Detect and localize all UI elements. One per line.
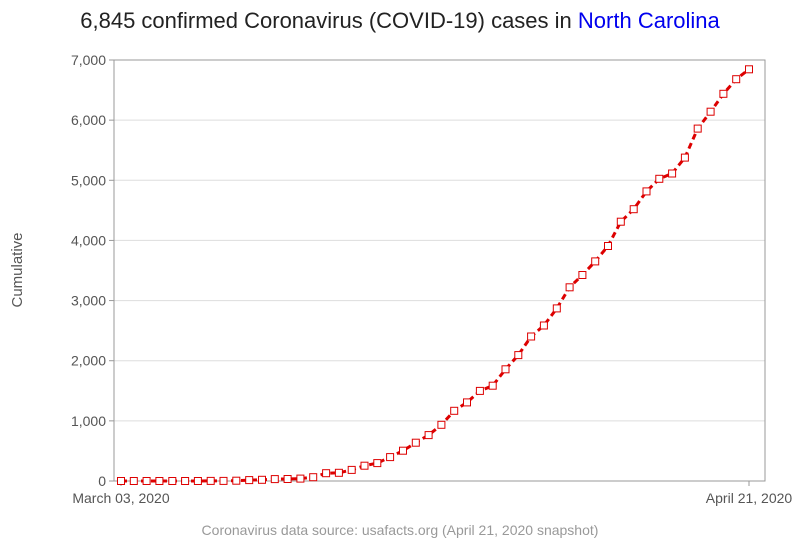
- data-point: [668, 169, 677, 178]
- y-tick-label: 1,000: [71, 413, 106, 429]
- data-point: [386, 453, 395, 462]
- data-point: [399, 446, 407, 455]
- data-point: [309, 473, 318, 482]
- series-line: [121, 68, 750, 483]
- data-point: [565, 283, 574, 292]
- data-point: [142, 477, 151, 485]
- y-tick-label: 2,000: [71, 353, 106, 369]
- data-point: [334, 468, 343, 477]
- data-point: [181, 477, 190, 485]
- data-point: [475, 386, 484, 395]
- source-note: Coronavirus data source: usafacts.org (A…: [201, 522, 599, 538]
- title-state: North Carolina: [577, 8, 720, 33]
- data-point: [604, 242, 612, 250]
- data-point: [155, 477, 164, 485]
- data-point: [270, 475, 279, 484]
- data-point: [168, 477, 177, 485]
- data-point: [296, 474, 305, 483]
- data-point: [437, 420, 446, 429]
- plot-frame: [113, 59, 766, 482]
- data-point: [719, 89, 728, 98]
- data-point: [258, 475, 266, 484]
- data-point: [488, 381, 497, 390]
- y-tick-label: 6,000: [71, 112, 106, 128]
- data-point: [424, 431, 433, 440]
- y-tick-label: 0: [98, 473, 106, 489]
- data-point: [360, 461, 369, 470]
- data-point: [411, 438, 420, 447]
- data-point: [706, 107, 715, 116]
- y-axis-label: Cumulative: [9, 232, 26, 307]
- data-point: [219, 476, 228, 485]
- chart-title: 6,845 confirmed Coronavirus (COVID-19) c…: [0, 8, 800, 34]
- data-point: [283, 475, 292, 483]
- data-point: [642, 187, 651, 196]
- data-point: [514, 351, 523, 360]
- x-tick-label: April 21, 2020: [706, 490, 793, 506]
- series-cumulative: [117, 65, 753, 485]
- data-point: [732, 75, 741, 84]
- data-point: [680, 153, 689, 162]
- data-point: [117, 477, 125, 485]
- data-point: [539, 321, 548, 330]
- data-point: [245, 476, 254, 485]
- data-point: [578, 271, 587, 279]
- y-tick-label: 4,000: [71, 232, 106, 248]
- data-point: [745, 65, 753, 74]
- y-tick-label: 7,000: [71, 52, 106, 68]
- data-point: [616, 217, 625, 226]
- data-point: [193, 477, 202, 485]
- data-point: [629, 205, 638, 214]
- data-point: [129, 477, 138, 485]
- data-point: [322, 469, 331, 478]
- y-tick-label: 3,000: [71, 293, 106, 309]
- y-axis: 0 1,000 2,000 3,000 4,000 5,000 6,000 7,000: [71, 52, 114, 489]
- data-point: [373, 459, 382, 468]
- data-point: [552, 304, 561, 313]
- data-point: [501, 365, 510, 374]
- y-tick-label: 5,000: [71, 172, 106, 188]
- data-point: [206, 476, 215, 485]
- x-axis: March 03, 2020 April 21, 2020: [72, 481, 792, 506]
- data-point: [232, 476, 241, 485]
- title-prefix: 6,845 confirmed Coronavirus (COVID-19) c…: [80, 8, 578, 33]
- data-point: [347, 465, 356, 474]
- x-tick-label: March 03, 2020: [72, 490, 169, 506]
- data-point: [655, 174, 664, 183]
- gridlines: [114, 119, 765, 422]
- data-point: [463, 398, 471, 407]
- data-point: [527, 332, 536, 341]
- data-point: [591, 257, 600, 266]
- data-point: [693, 124, 702, 133]
- data-point: [450, 406, 459, 415]
